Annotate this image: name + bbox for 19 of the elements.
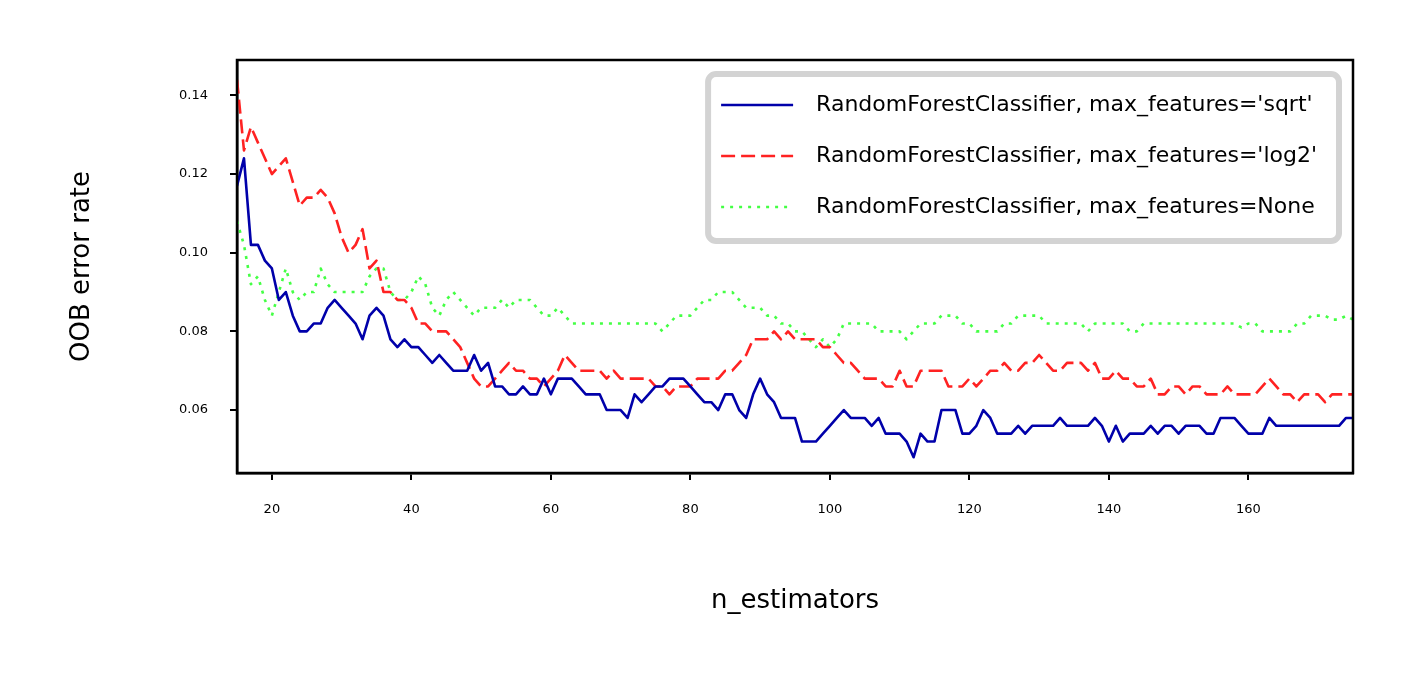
- y-axis-title: OOB error rate: [65, 170, 96, 363]
- x-tick-label: 100: [817, 501, 843, 517]
- y-tick-label: 0.10: [179, 244, 208, 260]
- x-tick-label: 140: [1096, 501, 1122, 517]
- legend-label: RandomForestClassifier, max_features=None: [816, 192, 1315, 219]
- y-tick-label: 0.06: [179, 401, 208, 417]
- y-tick-label: 0.12: [179, 165, 208, 181]
- y-tick-label: 0.08: [179, 322, 208, 338]
- y-tick-label: 0.14: [179, 86, 208, 102]
- legend-label: RandomForestClassifier, max_features='log2': [816, 141, 1318, 168]
- x-tick-label: 20: [263, 501, 281, 517]
- legend-label: RandomForestClassifier, max_features='sqrt': [816, 90, 1313, 117]
- x-axis-title: n_estimators: [710, 584, 880, 615]
- line-series: [237, 219, 1353, 349]
- x-tick-label: 60: [542, 501, 560, 517]
- x-tick-label: 120: [956, 501, 982, 517]
- x-tick-label: 80: [682, 501, 699, 517]
- x-tick-label: 40: [403, 501, 420, 517]
- x-tick-label: 160: [1235, 501, 1261, 517]
